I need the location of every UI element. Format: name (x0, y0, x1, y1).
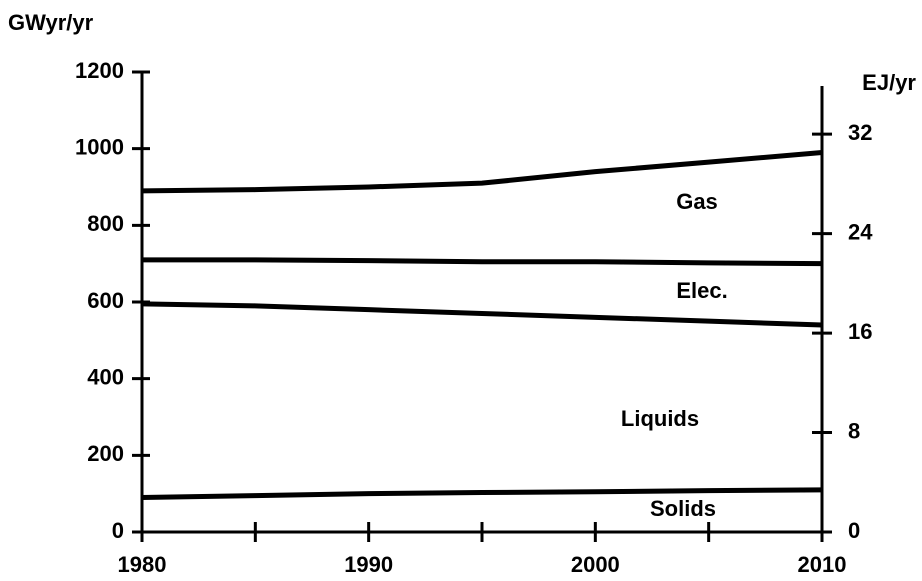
series-label: Solids (650, 496, 716, 521)
series-line (141, 487, 823, 500)
y-tick-label: 1000 (75, 134, 124, 159)
series-label: Liquids (621, 406, 699, 431)
y-tick-label: 0 (112, 518, 124, 543)
x-tick-label: 1990 (344, 552, 393, 577)
y2-tick-label: 32 (848, 120, 872, 145)
y2-tick-label: 24 (848, 219, 873, 244)
y2-tick-label: 16 (848, 319, 872, 344)
y2-tick-label: 0 (848, 518, 860, 543)
series-label: Elec. (676, 278, 727, 303)
y-tick-label: 200 (87, 441, 124, 466)
y-tick-label: 1200 (75, 58, 124, 83)
x-tick-label: 2000 (571, 552, 620, 577)
y-tick-label: 600 (87, 288, 124, 313)
series-line (141, 301, 823, 328)
y-tick-label: 800 (87, 211, 124, 236)
series-label: Gas (676, 189, 718, 214)
series-line (141, 150, 823, 194)
y-tick-label: 400 (87, 364, 124, 389)
x-tick-label: 1980 (118, 552, 167, 577)
series-line (142, 257, 823, 267)
y-axis-label: GWyr/yr (8, 10, 94, 35)
y2-axis-label: EJ/yr (862, 70, 916, 95)
y2-tick-label: 8 (848, 418, 860, 443)
x-tick-label: 2010 (798, 552, 847, 577)
